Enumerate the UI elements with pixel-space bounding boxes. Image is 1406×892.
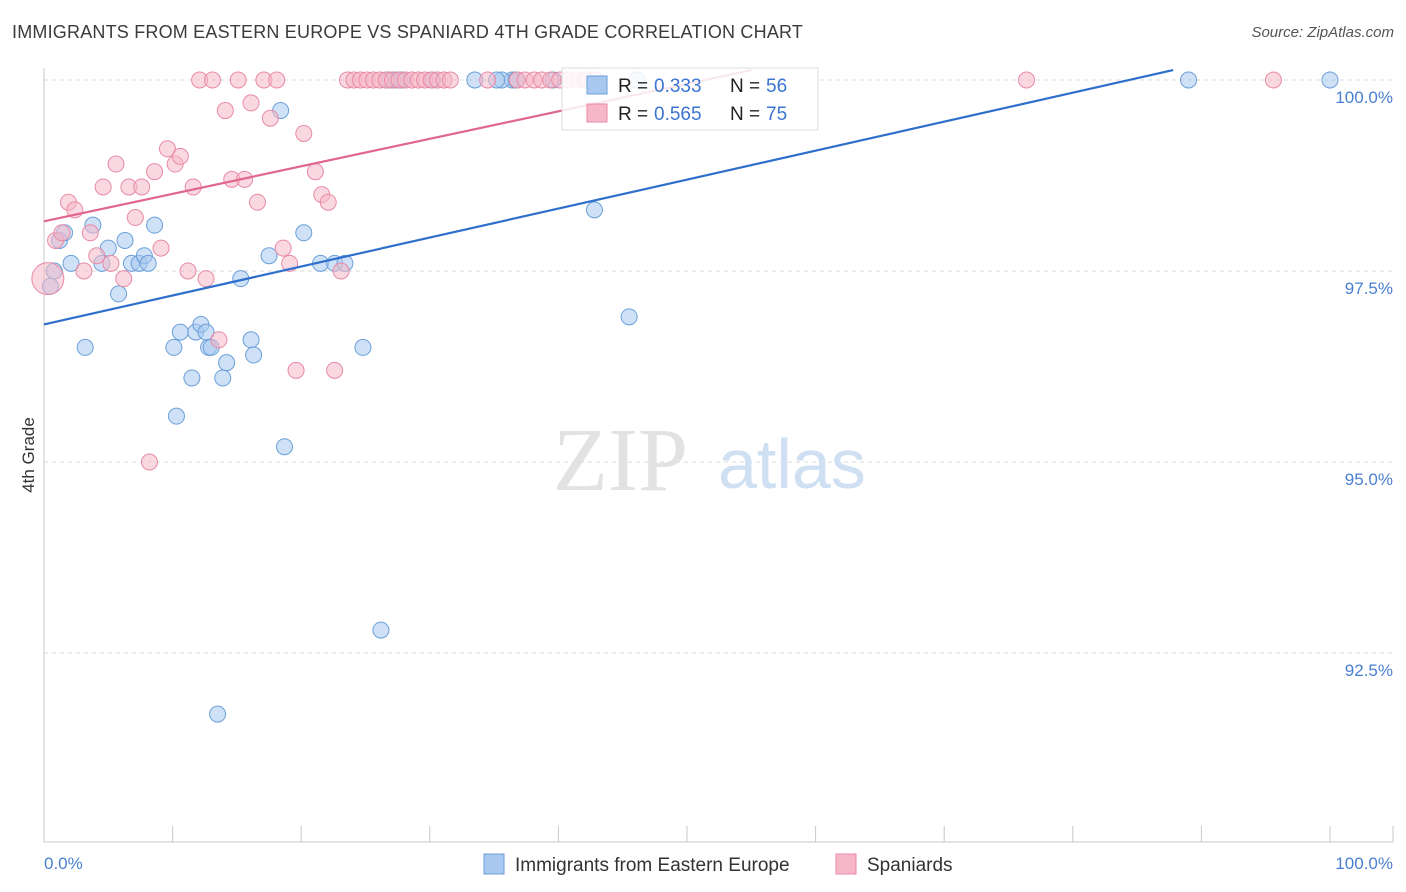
- point-spaniards: [94, 178, 112, 196]
- point-eastern-europe: [275, 438, 293, 456]
- point-eastern-europe: [295, 224, 313, 242]
- data-points: [31, 71, 1339, 723]
- point-spaniards: [146, 163, 164, 181]
- point-eastern-europe: [1321, 71, 1339, 89]
- stats-legend-swatch-blue: [586, 75, 608, 95]
- point-spaniards: [158, 140, 176, 158]
- grid: [44, 79, 1393, 654]
- stats-legend-r-label-pink: R =: [618, 104, 648, 125]
- point-spaniards: [242, 94, 260, 112]
- point-eastern-europe: [171, 323, 189, 341]
- point-spaniards: [115, 270, 133, 288]
- point-spaniards: [326, 361, 344, 379]
- point-spaniards: [53, 224, 71, 242]
- point-eastern-europe: [218, 354, 236, 372]
- point-spaniards: [75, 262, 93, 280]
- point-spaniards: [261, 109, 279, 127]
- point-eastern-europe: [1180, 71, 1198, 89]
- watermark: ZIP atlas: [553, 411, 866, 510]
- y-tick-label: 100.0%: [1335, 88, 1393, 107]
- trendline-eastern-europe: [43, 68, 1174, 326]
- chart-title: IMMIGRANTS FROM EASTERN EUROPE VS SPANIA…: [12, 22, 804, 42]
- point-spaniards: [479, 71, 497, 89]
- series-legend-swatch-blue: [483, 853, 505, 875]
- stats-legend-n-value-blue: 56: [766, 76, 787, 97]
- y-tick-label: 95.0%: [1345, 470, 1393, 489]
- stats-legend-r-value-pink: 0.565: [654, 104, 702, 125]
- point-spaniards: [216, 102, 234, 120]
- point-eastern-europe: [62, 254, 80, 272]
- stats-legend-swatch-pink: [586, 103, 608, 123]
- point-spaniards: [287, 361, 305, 379]
- watermark-atlas: atlas: [718, 425, 866, 503]
- point-eastern-europe: [354, 338, 372, 356]
- point-spaniards: [184, 178, 202, 196]
- series-legend-label-pink: Spaniards: [867, 855, 953, 876]
- point-eastern-europe: [165, 338, 183, 356]
- series-legend-label-blue: Immigrants from Eastern Europe: [515, 855, 790, 876]
- stats-legend-n-value-pink: 75: [766, 104, 787, 125]
- point-spaniards: [295, 124, 313, 142]
- stats-legend-r-label-blue: R =: [618, 76, 648, 97]
- y-tick-label: 92.5%: [1345, 661, 1393, 680]
- y-tick-labels: 100.0% 97.5% 95.0% 92.5%: [1335, 88, 1393, 680]
- x-ticks: [43, 826, 1394, 842]
- point-eastern-europe: [209, 705, 227, 723]
- source-label: Source: ZipAtlas.com: [1251, 24, 1394, 41]
- point-spaniards: [179, 262, 197, 280]
- point-spaniards: [31, 262, 65, 296]
- point-spaniards: [1264, 71, 1282, 89]
- point-eastern-europe: [110, 285, 128, 303]
- y-tick-label: 97.5%: [1345, 279, 1393, 298]
- stats-legend-r-value-blue: 0.333: [654, 76, 702, 97]
- point-spaniards: [107, 155, 125, 173]
- point-spaniards: [140, 453, 158, 471]
- x-tick-label-min: 0.0%: [44, 854, 83, 873]
- point-eastern-europe: [146, 216, 164, 234]
- point-eastern-europe: [139, 254, 157, 272]
- point-spaniards: [274, 239, 292, 257]
- point-eastern-europe: [116, 231, 134, 249]
- point-spaniards: [203, 71, 221, 89]
- axes: [43, 68, 1393, 843]
- point-eastern-europe: [183, 369, 201, 387]
- point-eastern-europe: [245, 346, 263, 364]
- point-spaniards: [210, 331, 228, 349]
- stats-legend: R = 0.333 N = 56 R = 0.565 N = 75: [561, 67, 819, 131]
- y-axis-label: 4th Grade: [19, 417, 38, 493]
- point-eastern-europe: [76, 338, 94, 356]
- series-legend: Immigrants from Eastern Europe Spaniards: [483, 853, 953, 876]
- point-eastern-europe: [260, 247, 278, 265]
- point-spaniards: [268, 71, 286, 89]
- x-tick-label-max: 100.0%: [1335, 854, 1393, 873]
- point-spaniards: [197, 270, 215, 288]
- point-eastern-europe: [585, 201, 603, 219]
- point-spaniards: [248, 193, 266, 211]
- point-eastern-europe: [242, 331, 260, 349]
- point-spaniards: [81, 224, 99, 242]
- point-spaniards: [332, 262, 350, 280]
- stats-legend-n-label-pink: N =: [730, 104, 760, 125]
- point-spaniards: [229, 71, 247, 89]
- point-spaniards: [88, 247, 106, 265]
- point-spaniards: [102, 254, 120, 272]
- watermark-zip: ZIP: [553, 411, 688, 510]
- point-spaniards: [171, 147, 189, 165]
- point-eastern-europe: [372, 621, 390, 639]
- point-spaniards: [152, 239, 170, 257]
- point-eastern-europe: [214, 369, 232, 387]
- point-eastern-europe: [620, 308, 638, 326]
- point-eastern-europe: [167, 407, 185, 425]
- point-spaniards: [441, 71, 459, 89]
- point-spaniards: [1018, 71, 1036, 89]
- point-spaniards: [319, 193, 337, 211]
- point-spaniards: [133, 178, 151, 196]
- point-spaniards: [126, 209, 144, 227]
- stats-legend-n-label-blue: N =: [730, 76, 760, 97]
- series-legend-swatch-pink: [835, 853, 857, 875]
- point-spaniards: [306, 163, 324, 181]
